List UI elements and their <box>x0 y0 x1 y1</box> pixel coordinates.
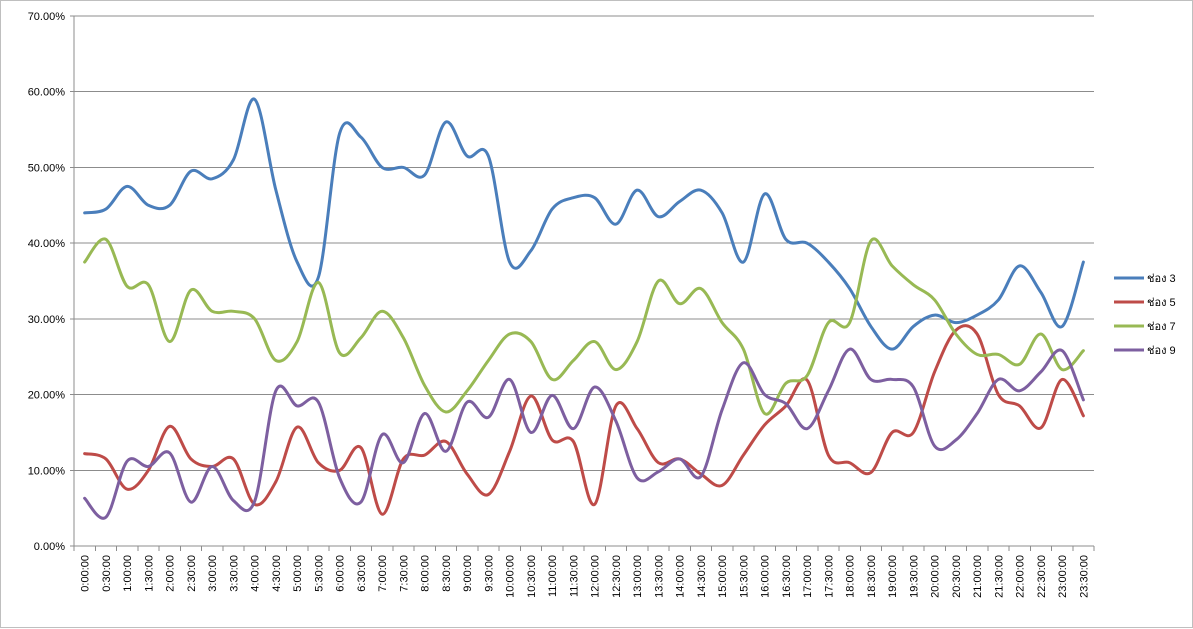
y-tick-label: 50.00% <box>28 162 66 174</box>
x-tick-label: 8:30:00 <box>441 555 453 592</box>
x-tick-label: 16:00:00 <box>760 555 772 598</box>
x-tick-label: 18:00:00 <box>845 555 857 598</box>
x-tick-label: 18:30:00 <box>866 555 878 598</box>
x-tick-label: 1:00:00 <box>122 555 134 592</box>
x-tick-label: 5:00:00 <box>292 555 304 592</box>
x-tick-label: 23:30:00 <box>1078 555 1090 598</box>
x-tick-label: 3:00:00 <box>207 555 219 592</box>
x-tick-label: 13:00:00 <box>632 555 644 598</box>
x-tick-label: 11:30:00 <box>568 555 580 597</box>
x-tick-label: 14:30:00 <box>696 555 708 598</box>
x-tick-label: 13:30:00 <box>653 555 665 598</box>
x-tick-label: 21:30:00 <box>993 555 1005 598</box>
x-tick-label: 7:00:00 <box>377 555 389 592</box>
y-tick-label: 10.00% <box>28 465 66 477</box>
x-tick-label: 9:30:00 <box>483 555 495 592</box>
x-axis: 0:00:00 0:30:00 1:00:00 1:30:00 2:00:00 2:30:… <box>73 545 1095 598</box>
x-tick-label: 0:00:00 <box>80 555 92 592</box>
x-tick-label: 21:00:00 <box>972 555 984 598</box>
series-line-1 <box>83 97 1085 351</box>
x-tick-label: 17:00:00 <box>802 555 814 598</box>
y-tick-label: 30.00% <box>28 314 66 326</box>
x-tick-label: 23:00:00 <box>1057 555 1069 598</box>
legend: ช่อง 3 ช่อง 5 ช่อง 7 ช่อง 9 <box>1114 273 1176 357</box>
x-tick-label: 8:00:00 <box>420 555 432 592</box>
x-tick-label: 9:00:00 <box>462 555 474 592</box>
series-lines <box>83 97 1085 520</box>
x-tick-label: 16:30:00 <box>781 555 793 598</box>
x-tick-label: 11:00:00 <box>547 555 559 597</box>
series-line-2 <box>83 324 1085 516</box>
x-tick-label: 2:00:00 <box>165 555 177 592</box>
y-axis: 0.00% 10.00% 20.00% 30.00% 40.00% 50.00% 60.00… <box>28 11 75 553</box>
x-tick-label: 10:30:00 <box>526 555 538 598</box>
legend-label: ช่อง 3 <box>1147 273 1176 285</box>
x-tick-label: 12:30:00 <box>611 555 623 598</box>
x-tick-label: 6:30:00 <box>356 555 368 592</box>
x-tick-label: 14:00:00 <box>675 555 687 598</box>
x-tick-label: 4:00:00 <box>250 555 262 592</box>
y-tick-label: 0.00% <box>34 541 65 553</box>
x-tick-label: 22:30:00 <box>1036 555 1048 598</box>
x-tick-label: 17:30:00 <box>823 555 835 598</box>
x-tick-label: 20:00:00 <box>930 555 942 598</box>
x-tick-label: 20:30:00 <box>951 555 963 598</box>
legend-label: ช่อง 7 <box>1147 321 1176 333</box>
x-tick-label: 5:30:00 <box>313 555 325 592</box>
x-tick-label: 1:30:00 <box>143 555 155 592</box>
x-tick-label: 19:00:00 <box>887 555 899 598</box>
legend-label: ช่อง 5 <box>1147 297 1176 309</box>
x-tick-label: 4:30:00 <box>271 555 283 592</box>
x-tick-label: 0:30:00 <box>101 555 113 592</box>
series-line-4 <box>83 347 1085 520</box>
x-tick-label: 7:30:00 <box>398 555 410 592</box>
y-tick-label: 60.00% <box>28 87 66 99</box>
x-tick-label: 19:30:00 <box>908 555 920 598</box>
x-tick-label: 10:00:00 <box>505 555 517 598</box>
x-tick-label: 3:30:00 <box>228 555 240 592</box>
y-tick-label: 20.00% <box>28 390 66 402</box>
x-tick-label: 22:00:00 <box>1015 555 1027 598</box>
series-line-3 <box>83 237 1085 416</box>
y-tick-label: 40.00% <box>28 238 66 250</box>
x-tick-label: 2:30:00 <box>186 555 198 592</box>
x-tick-label: 6:00:00 <box>335 555 347 592</box>
x-tick-label: 15:30:00 <box>738 555 750 598</box>
x-tick-label: 12:00:00 <box>590 555 602 598</box>
legend-label: ช่อง 9 <box>1147 345 1176 357</box>
y-tick-label: 70.00% <box>28 11 66 23</box>
x-tick-label: 15:00:00 <box>717 555 729 598</box>
gridlines <box>74 15 1094 471</box>
